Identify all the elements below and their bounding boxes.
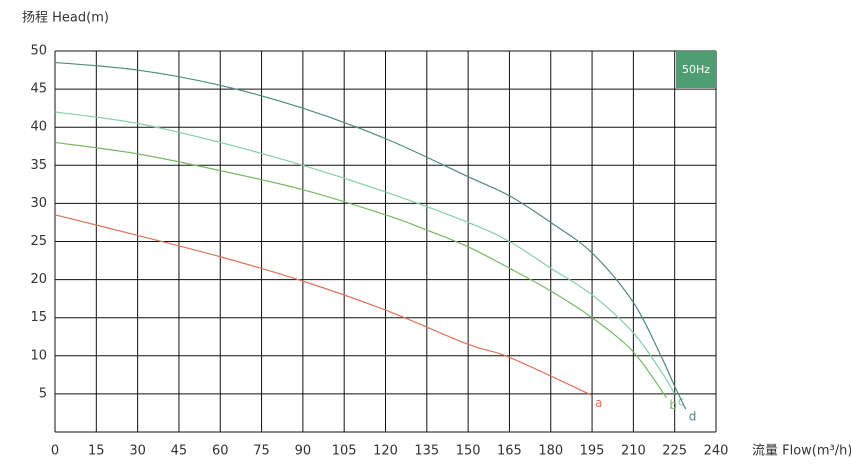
curve (54, 141, 667, 399)
curve (54, 61, 687, 410)
x-tick-label: 225 (662, 444, 687, 459)
y-tick-label: 10 (30, 348, 47, 363)
x-tick-label: 210 (621, 444, 646, 459)
badge (676, 51, 716, 88)
curve (54, 111, 676, 395)
x-tick-label: 75 (253, 444, 270, 459)
y-tick-label: 35 (30, 158, 47, 173)
curve-label: b (669, 398, 677, 412)
y-tick-label: 45 (30, 82, 47, 97)
y-tick-label: 50 (30, 44, 47, 59)
x-tick-label: 45 (171, 444, 188, 459)
y-tick-label: 25 (30, 234, 47, 249)
badge-label: 50Hz (682, 63, 710, 76)
x-tick-label: 165 (497, 444, 522, 459)
y-tick-label: 20 (30, 272, 47, 287)
x-tick-label: 15 (88, 444, 105, 459)
x-tick-label: 105 (332, 444, 357, 459)
y-tick-label: 15 (30, 310, 47, 325)
y-axis-title: 扬程 Head(m) (22, 11, 109, 26)
x-tick-label: 195 (580, 444, 605, 459)
x-tick-label: 135 (414, 444, 439, 459)
curve (54, 214, 593, 396)
x-tick-label: 240 (704, 444, 729, 459)
x-tick-label: 90 (295, 444, 312, 459)
curve-label: a (595, 396, 602, 410)
x-tick-label: 180 (538, 444, 563, 459)
x-tick-label: 0 (51, 444, 59, 459)
x-tick-label: 60 (212, 444, 229, 459)
x-tick-label: 30 (129, 444, 146, 459)
y-tick-label: 30 (30, 196, 47, 211)
y-tick-label: 5 (39, 386, 47, 401)
x-tick-label: 150 (456, 444, 481, 459)
x-axis-title: 流量 Flow(m³/h) (752, 444, 851, 459)
x-tick-label: 120 (373, 444, 398, 459)
curve-label: d (689, 410, 697, 424)
y-tick-label: 40 (30, 120, 47, 135)
curve-label: c (678, 394, 685, 408)
